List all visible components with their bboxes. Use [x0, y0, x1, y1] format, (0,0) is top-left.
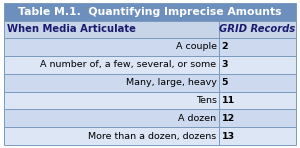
- Text: GRID Records: GRID Records: [219, 25, 296, 34]
- Bar: [219, 38, 296, 56]
- Bar: [4, 91, 219, 109]
- Bar: [219, 21, 296, 38]
- Bar: [219, 56, 296, 74]
- Bar: [4, 3, 296, 21]
- Text: 5: 5: [222, 78, 228, 87]
- Bar: [219, 127, 296, 145]
- Text: More than a dozen, dozens: More than a dozen, dozens: [88, 132, 217, 141]
- Text: Tens: Tens: [196, 96, 217, 105]
- Text: A number of, a few, several, or some: A number of, a few, several, or some: [40, 60, 217, 69]
- Text: 3: 3: [222, 60, 228, 69]
- Bar: [219, 74, 296, 91]
- Bar: [4, 21, 219, 38]
- Bar: [4, 38, 219, 56]
- Text: 11: 11: [222, 96, 235, 105]
- Bar: [4, 56, 219, 74]
- Text: A dozen: A dozen: [178, 114, 217, 123]
- Text: Many, large, heavy: Many, large, heavy: [126, 78, 217, 87]
- Text: 12: 12: [222, 114, 235, 123]
- Text: Table M.1.  Quantifying Imprecise Amounts: Table M.1. Quantifying Imprecise Amounts: [18, 7, 282, 17]
- Bar: [219, 109, 296, 127]
- Bar: [4, 109, 219, 127]
- Text: When Media Articulate: When Media Articulate: [7, 25, 136, 34]
- Text: 13: 13: [222, 132, 235, 141]
- Bar: [219, 91, 296, 109]
- Bar: [4, 127, 219, 145]
- Bar: [4, 74, 219, 91]
- Text: A couple: A couple: [176, 42, 217, 51]
- Text: 2: 2: [222, 42, 228, 51]
